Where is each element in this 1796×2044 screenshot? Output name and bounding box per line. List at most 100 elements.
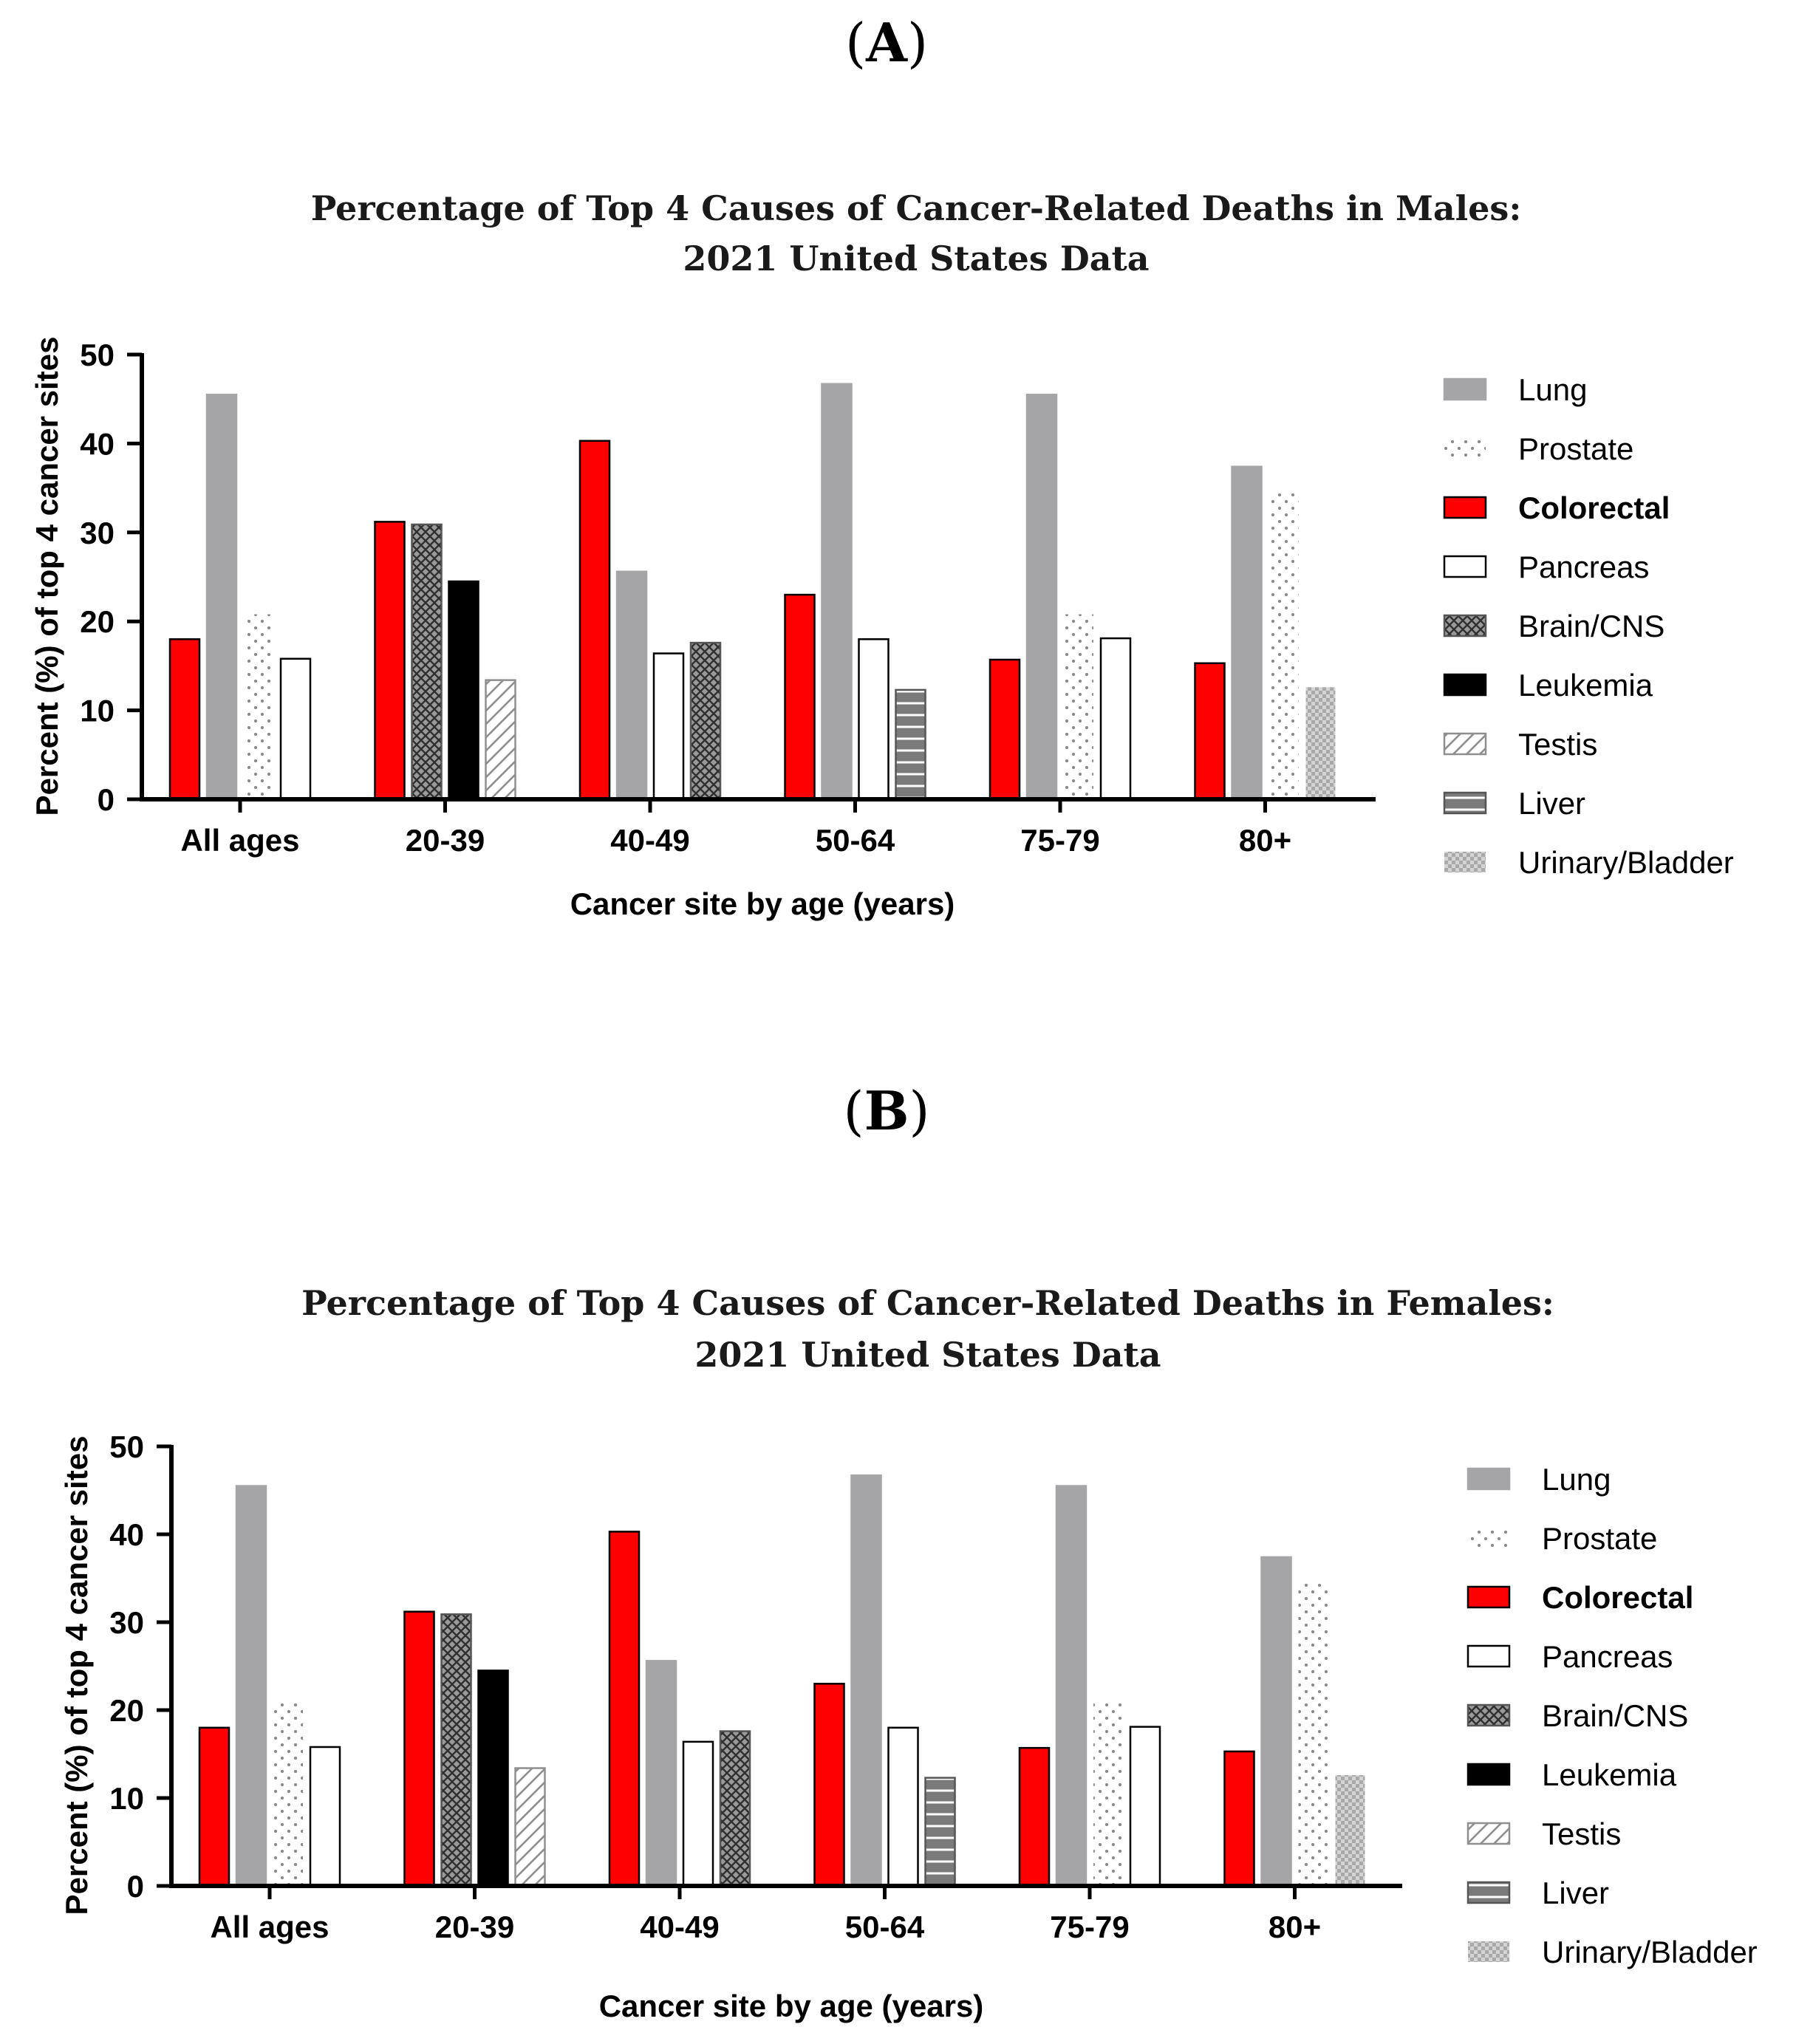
bar-50-64-colorectal xyxy=(813,1683,845,1887)
x-tick-label: 50-64 xyxy=(816,823,895,858)
bar-75-79-pancreas xyxy=(1099,637,1132,801)
legend-swatch-pancreas xyxy=(1443,555,1487,578)
chart-title-line-2: 2021 United States Data xyxy=(683,239,1149,278)
x-tick-label: 20-39 xyxy=(406,823,485,858)
bar-80-colorectal xyxy=(1223,1750,1255,1887)
bar-20-39-leukemia xyxy=(448,580,479,801)
legend-swatch-lung xyxy=(1466,1467,1511,1491)
legend-swatch-leukemia xyxy=(1443,673,1487,697)
x-tick-label: 40-49 xyxy=(610,823,689,858)
legend-label-leukemia: Leukemia xyxy=(1542,1757,1677,1792)
legend-swatch-liver xyxy=(1466,1881,1511,1904)
legend-swatch-pancreas xyxy=(1466,1644,1511,1668)
legend-swatch-testis xyxy=(1466,1822,1511,1845)
legend-swatch-colorectal xyxy=(1466,1585,1511,1609)
bar-40-49-pancreas xyxy=(682,1740,714,1887)
bar-50-64-pancreas xyxy=(858,638,890,801)
bar-40-49-lung xyxy=(615,570,648,801)
legend-swatch-urinary-bladder xyxy=(1468,1941,1509,1962)
y-tick-label: 40 xyxy=(80,426,115,461)
bar-80-lung xyxy=(1231,465,1263,801)
bar-40-49-colorectal xyxy=(608,1531,641,1887)
chart-title-line-1: Percentage of Top 4 Causes of Cancer-Rel… xyxy=(301,1283,1554,1323)
bar-40-49-pancreas xyxy=(652,652,685,801)
bar-80-prostate xyxy=(1298,1581,1328,1886)
legend-swatch-urinary-bladder xyxy=(1444,852,1486,872)
bar-all-ages-colorectal xyxy=(168,638,201,801)
legend-label-testis: Testis xyxy=(1518,727,1597,762)
legend-swatch-brain-cns xyxy=(1443,614,1487,638)
x-tick-label: All ages xyxy=(180,823,299,858)
bar-75-79-colorectal xyxy=(1018,1746,1051,1887)
bar-40-49-colorectal xyxy=(578,440,611,801)
bar-all-ages-pancreas xyxy=(309,1746,341,1887)
bar-75-79-pancreas xyxy=(1129,1726,1161,1887)
bar-all-ages-lung xyxy=(235,1485,267,1887)
y-tick-label: 30 xyxy=(80,516,115,550)
legend: Lung Prostate Colorectal Pancreas Brain/CNS L… xyxy=(1443,372,1734,880)
legend-label-brain-cns: Brain/CNS xyxy=(1518,609,1664,643)
bar-20-39-leukemia xyxy=(477,1669,509,1887)
bar-20-39-brain-cns xyxy=(440,1613,472,1887)
legend-swatch-prostate xyxy=(1468,1528,1509,1548)
panel-label-b: (B) xyxy=(843,1079,929,1142)
y-tick-label: 20 xyxy=(109,1693,144,1728)
x-tick-label: 75-79 xyxy=(1020,823,1099,858)
bar-75-79-prostate xyxy=(1093,1703,1123,1886)
y-tick-label: 0 xyxy=(127,1869,144,1904)
legend-label-colorectal: Colorectal xyxy=(1518,491,1670,525)
bar-20-39-brain-cns xyxy=(411,523,443,801)
plot-area: All ages 20-39 40-49 50-64 75-79 80+ 0 10 20 30 40… xyxy=(109,1429,1402,1944)
y-axis-title: Percent (%) of top 4 cancer sites xyxy=(59,1436,94,1915)
bar-all-ages-colorectal xyxy=(198,1726,231,1887)
bar-20-39-colorectal xyxy=(403,1610,435,1887)
bar-50-64-colorectal xyxy=(784,593,816,801)
y-tick-label: 0 xyxy=(98,782,115,817)
legend-swatch-colorectal xyxy=(1443,496,1487,519)
legend-label-pancreas: Pancreas xyxy=(1542,1639,1673,1674)
y-tick-label: 40 xyxy=(109,1517,144,1552)
y-tick-label: 10 xyxy=(80,694,115,728)
bar-50-64-liver xyxy=(924,1777,956,1887)
legend-label-liver: Liver xyxy=(1542,1876,1609,1910)
bar-50-64-pancreas xyxy=(887,1726,919,1887)
bar-40-49-brain-cns xyxy=(719,1730,751,1887)
y-tick-label: 20 xyxy=(80,604,115,639)
bar-50-64-lung xyxy=(821,383,853,801)
y-tick-label: 50 xyxy=(80,338,115,372)
chart-title-line-2: 2021 United States Data xyxy=(694,1335,1161,1375)
bar-75-79-prostate xyxy=(1064,614,1093,799)
x-tick-label: All ages xyxy=(210,1910,329,1944)
legend-label-prostate: Prostate xyxy=(1518,431,1633,466)
legend-swatch-leukemia xyxy=(1466,1763,1511,1786)
x-tick-label: 80+ xyxy=(1269,1910,1321,1944)
legend-label-prostate: Prostate xyxy=(1542,1521,1657,1556)
bar-all-ages-pancreas xyxy=(279,657,312,801)
legend-label-pancreas: Pancreas xyxy=(1518,550,1649,584)
chart-title-line-1: Percentage of Top 4 Causes of Cancer-Rel… xyxy=(311,188,1522,228)
bar-80-prostate xyxy=(1269,491,1299,799)
bar-80-colorectal xyxy=(1194,662,1226,801)
bar-80-urinary-bladder xyxy=(1335,1775,1365,1886)
legend-label-urinary-bladder: Urinary/Bladder xyxy=(1518,845,1734,880)
bar-75-79-lung xyxy=(1025,393,1058,801)
x-tick-label: 40-49 xyxy=(640,1910,719,1944)
bar-20-39-testis xyxy=(514,1767,546,1887)
y-tick-label: 10 xyxy=(109,1781,144,1816)
y-tick-label: 30 xyxy=(109,1605,144,1640)
legend-label-liver: Liver xyxy=(1518,786,1585,821)
bar-20-39-testis xyxy=(485,679,516,801)
legend-swatch-liver xyxy=(1443,791,1487,815)
bar-all-ages-prostate xyxy=(244,614,273,799)
x-tick-label: 20-39 xyxy=(435,1910,514,1944)
bar-80-urinary-bladder xyxy=(1305,687,1336,799)
legend-label-colorectal: Colorectal xyxy=(1542,1580,1693,1615)
panel-a: (A) Percentage of Top 4 Causes of Cancer… xyxy=(30,11,1734,921)
x-axis-title: Cancer site by age (years) xyxy=(599,1989,984,2023)
bar-50-64-liver xyxy=(895,688,926,801)
legend-swatch-lung xyxy=(1443,377,1487,401)
bar-75-79-colorectal xyxy=(989,658,1021,801)
legend-swatch-prostate xyxy=(1444,438,1486,459)
x-axis-title: Cancer site by age (years) xyxy=(570,886,955,921)
